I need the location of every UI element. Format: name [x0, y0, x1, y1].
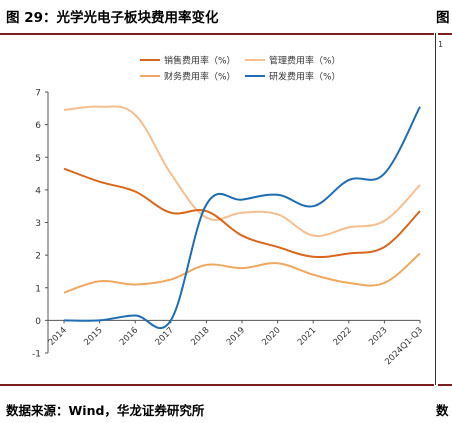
- x-tick-label: 2017: [154, 325, 176, 347]
- adjacent-chart-tick-fragment: 1: [438, 40, 444, 49]
- x-tick-label: 2019: [225, 325, 247, 347]
- legend-label: 财务费用率（%）: [164, 71, 236, 83]
- x-tick-label: 2016: [118, 325, 140, 347]
- y-tick-label: -1: [32, 350, 41, 360]
- y-tick-label: 5: [35, 154, 41, 164]
- y-tick-label: 4: [35, 186, 41, 196]
- series-line: [63, 105, 421, 237]
- legend-label: 研发费用率（%）: [269, 71, 341, 83]
- chart-title: 图 29：光学光电子板块费用率变化: [6, 10, 219, 26]
- x-tick-label: 2022: [332, 325, 354, 347]
- x-tick-label: 2015: [82, 325, 104, 347]
- series-line: [63, 252, 421, 294]
- y-tick-label: 3: [35, 219, 41, 229]
- x-tick-label: 2014: [47, 325, 69, 347]
- legend-label: 管理费用率（%）: [269, 55, 341, 67]
- y-tick-label: 1: [35, 284, 41, 294]
- bottom-rule-right: [438, 384, 452, 386]
- line-chart: -1 0 1 2 3 4 5 6 7 2014 2015 2016 2017 2018 2019 2020 20…: [32, 55, 425, 368]
- adjacent-figure-title-fragment: 图: [436, 10, 450, 26]
- x-tick-label: 2024Q1-Q3: [383, 325, 425, 367]
- legend-label: 销售费用率（%）: [164, 55, 236, 67]
- x-tick-label: 2023: [367, 325, 389, 347]
- top-rule-right: [438, 33, 452, 35]
- series-line: [63, 106, 421, 330]
- series-line: [63, 167, 421, 259]
- y-tick-label: 0: [35, 317, 41, 327]
- top-rule: [0, 33, 434, 35]
- x-tick-label: 2020: [260, 325, 282, 347]
- bottom-rule: [0, 384, 434, 386]
- x-tick-label: 2021: [296, 325, 318, 347]
- panel-divider: [435, 33, 436, 385]
- y-tick-label: 7: [35, 89, 41, 99]
- data-source: 数据来源：Wind，华龙证券研究所: [6, 403, 205, 418]
- x-tick-label: 2018: [189, 325, 211, 347]
- adjacent-source-fragment: 数: [436, 403, 449, 418]
- y-tick-label: 2: [35, 252, 41, 262]
- y-tick-label: 6: [35, 121, 41, 131]
